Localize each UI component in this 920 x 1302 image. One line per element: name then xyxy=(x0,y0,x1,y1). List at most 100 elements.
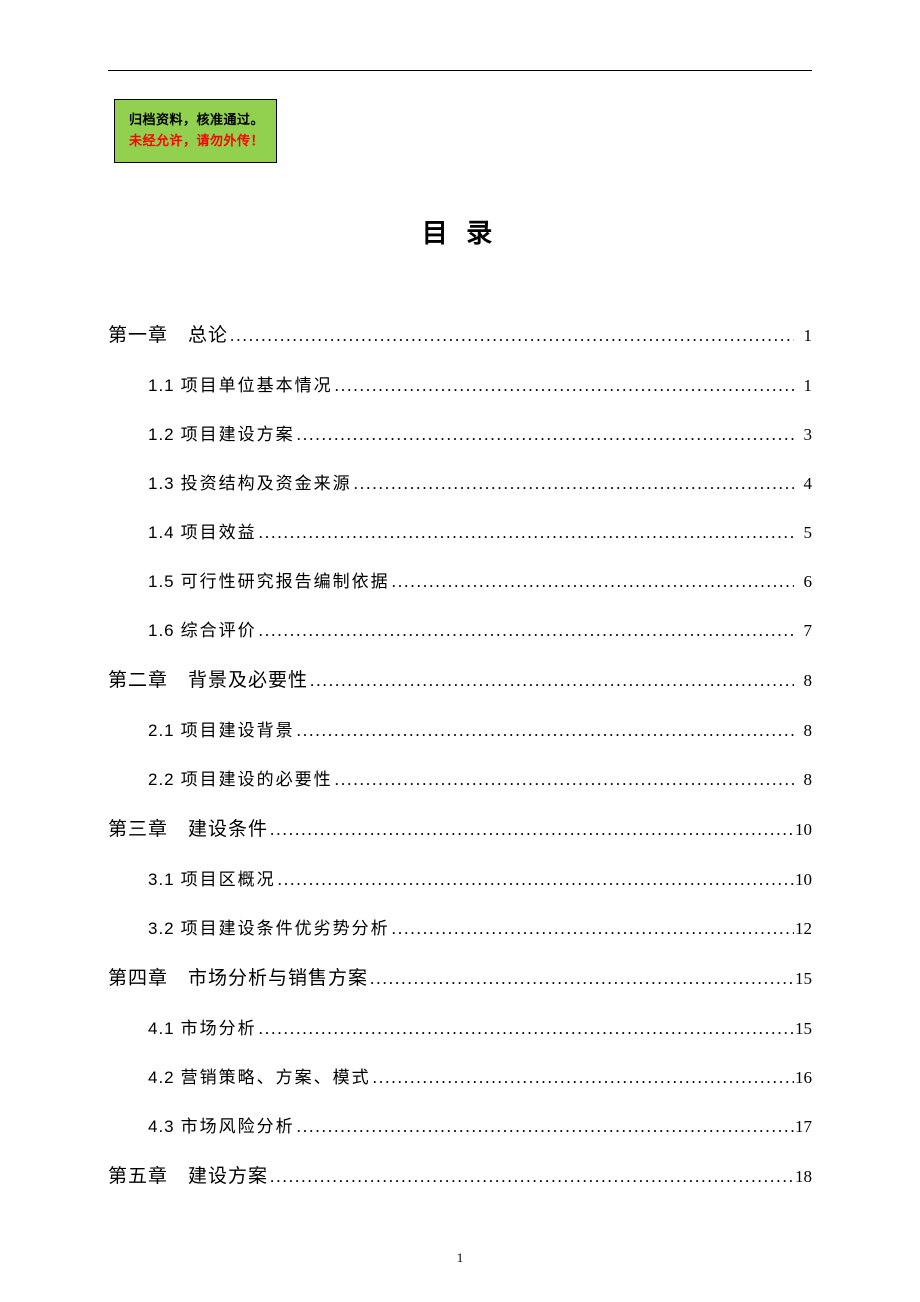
header-rule xyxy=(108,70,812,71)
toc-row: 第二章 背景及必要性 8 xyxy=(108,665,812,692)
toc-section-label: 1.6 综合评价 xyxy=(148,616,257,641)
toc-section-number: 2.2 xyxy=(148,770,175,789)
toc-row: 第三章 建设条件 10 xyxy=(108,814,812,841)
toc-leader-dots xyxy=(333,770,794,790)
toc-chapter-label: 第二章 背景及必要性 xyxy=(108,665,308,692)
toc-leader-dots xyxy=(257,523,794,543)
toc-row: 1.4 项目效益 5 xyxy=(108,518,812,543)
toc-list: 第一章 总论 1 1.1 项目单位基本情况 1 1.2 项目建设方案 3 1.3 投资结构及资金来… xyxy=(108,320,812,1188)
toc-chapter-label: 第四章 市场分析与销售方案 xyxy=(108,963,368,990)
toc-page-number: 8 xyxy=(794,721,812,741)
toc-section-number: 3.2 xyxy=(148,919,175,938)
toc-row: 第五章 建设方案 18 xyxy=(108,1161,812,1188)
toc-row: 1.3 投资结构及资金来源 4 xyxy=(108,469,812,494)
toc-section-text: 项目单位基本情况 xyxy=(181,376,333,395)
toc-row: 1.5 可行性研究报告编制依据 6 xyxy=(108,567,812,592)
toc-leader-dots xyxy=(333,376,794,396)
toc-section-number: 1.6 xyxy=(148,621,175,640)
toc-section-number: 1.2 xyxy=(148,425,175,444)
toc-page-number: 4 xyxy=(794,474,812,494)
toc-section-text: 投资结构及资金来源 xyxy=(181,474,352,493)
toc-section-text: 项目区概况 xyxy=(181,870,276,889)
toc-section-text: 项目建设方案 xyxy=(181,425,295,444)
toc-section-label: 4.3 市场风险分析 xyxy=(148,1112,295,1137)
toc-page-number: 6 xyxy=(794,572,812,592)
toc-section-number: 1.4 xyxy=(148,523,175,542)
toc-section-number: 4.1 xyxy=(148,1019,175,1038)
toc-section-label: 4.2营销策略、方案、模式 xyxy=(148,1063,371,1088)
toc-section-label: 4.1 市场分析 xyxy=(148,1014,257,1039)
toc-section-text: 市场风险分析 xyxy=(181,1117,295,1136)
badge-line-2: 未经允许，请勿外传！ xyxy=(129,131,264,152)
toc-section-number: 4.2 xyxy=(148,1068,175,1087)
toc-section-label: 3.1项目区概况 xyxy=(148,865,276,890)
toc-leader-dots xyxy=(368,969,794,989)
toc-page-number: 16 xyxy=(794,1068,812,1088)
toc-section-text: 综合评价 xyxy=(181,621,257,640)
toc-section-text: 市场分析 xyxy=(181,1019,257,1038)
toc-page-number: 15 xyxy=(794,1019,812,1039)
document-page: 归档资料，核准通过。 未经允许，请勿外传！ 目 录 第一章 总论 1 1.1 项目单位… xyxy=(0,0,920,1302)
toc-section-text: 项目建设背景 xyxy=(181,721,295,740)
toc-row: 2.2 项目建设的必要性 8 xyxy=(108,765,812,790)
toc-row: 4.3 市场风险分析 17 xyxy=(108,1112,812,1137)
toc-row: 4.2营销策略、方案、模式 16 xyxy=(108,1063,812,1088)
toc-leader-dots xyxy=(390,572,794,592)
toc-chapter-label: 第五章 建设方案 xyxy=(108,1161,268,1188)
toc-page-number: 7 xyxy=(794,621,812,641)
toc-page-number: 1 xyxy=(794,326,812,346)
toc-page-number: 5 xyxy=(794,523,812,543)
toc-row: 4.1 市场分析 15 xyxy=(108,1014,812,1039)
toc-leader-dots xyxy=(257,621,794,641)
toc-page-number: 15 xyxy=(794,969,812,989)
toc-section-label: 3.2 项目建设条件优劣势分析 xyxy=(148,914,390,939)
toc-leader-dots xyxy=(257,1019,794,1039)
toc-leader-dots xyxy=(268,1167,794,1187)
toc-section-label: 1.4 项目效益 xyxy=(148,518,257,543)
toc-section-number: 2.1 xyxy=(148,721,175,740)
toc-section-text: 项目建设条件优劣势分析 xyxy=(181,919,390,938)
toc-leader-dots xyxy=(295,721,794,741)
toc-section-label: 2.2 项目建设的必要性 xyxy=(148,765,333,790)
toc-section-text: 可行性研究报告编制依据 xyxy=(181,572,390,591)
toc-section-label: 2.1 项目建设背景 xyxy=(148,716,295,741)
toc-section-label: 1.3 投资结构及资金来源 xyxy=(148,469,352,494)
toc-leader-dots xyxy=(228,326,794,346)
toc-section-number: 1.3 xyxy=(148,474,175,493)
toc-row: 3.1项目区概况 10 xyxy=(108,865,812,890)
toc-page-number: 3 xyxy=(794,425,812,445)
toc-section-number: 1.5 xyxy=(148,572,175,591)
toc-page-number: 10 xyxy=(794,870,812,890)
toc-leader-dots xyxy=(308,671,794,691)
toc-row: 1.2 项目建设方案 3 xyxy=(108,420,812,445)
toc-chapter-label: 第三章 建设条件 xyxy=(108,814,268,841)
toc-row: 1.1 项目单位基本情况 1 xyxy=(108,371,812,396)
toc-row: 第四章 市场分析与销售方案 15 xyxy=(108,963,812,990)
toc-page-number: 17 xyxy=(794,1117,812,1137)
badge-line-1: 归档资料，核准通过。 xyxy=(129,110,264,131)
footer-page-number: 1 xyxy=(0,1250,920,1266)
toc-chapter-label: 第一章 总论 xyxy=(108,320,228,347)
toc-row: 1.6 综合评价 7 xyxy=(108,616,812,641)
toc-section-label: 1.2 项目建设方案 xyxy=(148,420,295,445)
toc-section-number: 4.3 xyxy=(148,1117,175,1136)
toc-page-number: 1 xyxy=(794,376,812,396)
toc-page-number: 8 xyxy=(794,671,812,691)
toc-section-number: 1.1 xyxy=(148,376,175,395)
toc-leader-dots xyxy=(268,820,794,840)
toc-section-text: 项目建设的必要性 xyxy=(181,770,333,789)
toc-row: 2.1 项目建设背景 8 xyxy=(108,716,812,741)
toc-leader-dots xyxy=(390,919,794,939)
toc-leader-dots xyxy=(295,425,794,445)
toc-section-text: 项目效益 xyxy=(181,523,257,542)
toc-row: 3.2 项目建设条件优劣势分析 12 xyxy=(108,914,812,939)
toc-page-number: 12 xyxy=(794,919,812,939)
toc-leader-dots xyxy=(295,1117,794,1137)
toc-page-number: 10 xyxy=(794,820,812,840)
toc-page-number: 18 xyxy=(794,1167,812,1187)
toc-leader-dots xyxy=(352,474,794,494)
toc-section-label: 1.1 项目单位基本情况 xyxy=(148,371,333,396)
toc-page-number: 8 xyxy=(794,770,812,790)
toc-title: 目 录 xyxy=(108,213,812,250)
archive-badge: 归档资料，核准通过。 未经允许，请勿外传！ xyxy=(114,99,277,163)
